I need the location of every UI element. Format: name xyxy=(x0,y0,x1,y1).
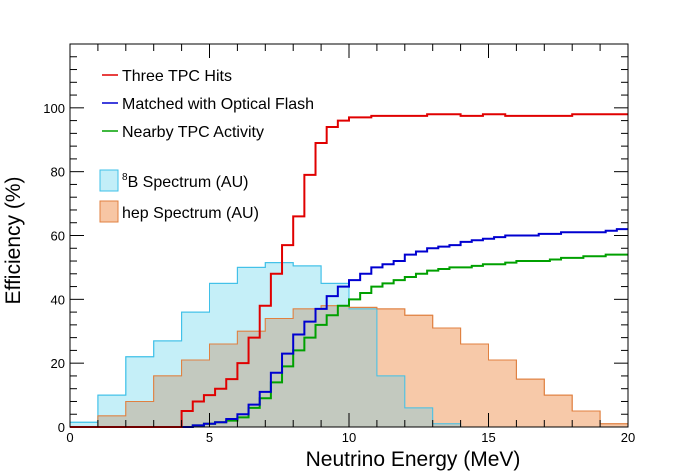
y-tick-label: 0 xyxy=(58,420,65,435)
legend-label: Matched with Optical Flash xyxy=(122,96,314,113)
legend-swatch-box xyxy=(100,170,118,191)
legend-label: 8B Spectrum (AU) xyxy=(122,172,248,191)
x-tick-label: 0 xyxy=(66,430,73,445)
x-tick-label: 5 xyxy=(206,430,213,445)
y-tick-label: 100 xyxy=(43,101,65,116)
x-tick-label: 20 xyxy=(621,430,635,445)
y-tick-label: 80 xyxy=(51,165,65,180)
legend-label: hep Spectrum (AU) xyxy=(122,205,259,222)
legend-label: Nearby TPC Activity xyxy=(122,124,264,141)
y-tick-label: 60 xyxy=(51,229,65,244)
legend-label: Three TPC Hits xyxy=(122,68,232,85)
y-tick-label: 20 xyxy=(51,356,65,371)
x-tick-label: 15 xyxy=(481,430,495,445)
y-axis-title: Efficiency (%) xyxy=(2,177,25,305)
x-axis-title: Neutrino Energy (MeV) xyxy=(306,448,521,471)
legend-swatch-box xyxy=(100,201,118,222)
x-tick-label: 10 xyxy=(342,430,356,445)
legend: Three TPC Hits Matched with Optical Flash… xyxy=(100,68,314,222)
y-tick-label: 40 xyxy=(51,292,65,307)
